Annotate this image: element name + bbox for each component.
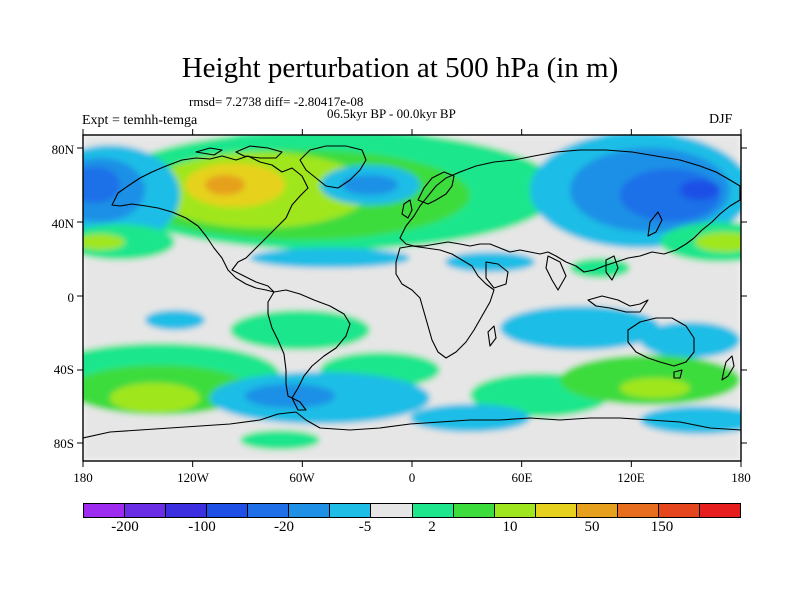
colorbar-swatch bbox=[207, 504, 249, 517]
colorbar-swatch bbox=[535, 504, 577, 517]
colorbar-label: -100 bbox=[188, 519, 216, 535]
colorbar-swatch bbox=[166, 504, 208, 517]
coastlines bbox=[83, 145, 741, 439]
contour-region bbox=[680, 180, 720, 200]
contour-region bbox=[83, 224, 175, 260]
colorbar-swatch bbox=[617, 504, 659, 517]
lon-tick-label: 180 bbox=[731, 470, 751, 485]
height-field bbox=[83, 135, 741, 461]
contour-region bbox=[83, 167, 120, 203]
lat-tick-label: 80N bbox=[51, 142, 74, 157]
colorbar-swatch bbox=[371, 504, 413, 517]
colorbar-swatch bbox=[84, 504, 126, 517]
colorbar-swatch bbox=[658, 504, 700, 517]
colorbar-label: 150 bbox=[650, 519, 674, 535]
contour-region bbox=[250, 248, 410, 268]
colorbar-swatch bbox=[330, 504, 372, 517]
contour-region bbox=[445, 252, 535, 272]
lat-tick-label: 0 bbox=[67, 290, 75, 305]
contour-region bbox=[245, 384, 335, 408]
experiment-label: Expt = temhh-temga bbox=[82, 113, 198, 128]
colorbar-label: 50 bbox=[584, 519, 600, 535]
lat-tick-label: 40N bbox=[51, 216, 74, 231]
colorbar bbox=[83, 503, 741, 518]
lon-tick-label: 0 bbox=[408, 470, 416, 485]
contour-region bbox=[500, 306, 660, 350]
contour-region bbox=[83, 234, 125, 250]
map-title: Height perturbation at 500 hPa (in m) bbox=[181, 52, 619, 84]
colorbar-label: 10 bbox=[502, 519, 518, 535]
season-label: DJF bbox=[709, 112, 733, 127]
colorbar-label: -20 bbox=[274, 519, 294, 535]
colorbar-swatch bbox=[412, 504, 454, 517]
contour-region bbox=[110, 383, 200, 413]
lon-tick-label: 60W bbox=[289, 470, 315, 485]
colorbar-label: -5 bbox=[358, 519, 372, 535]
contour-region bbox=[410, 404, 530, 432]
colorbar-swatch bbox=[289, 504, 331, 517]
contour-region bbox=[695, 232, 741, 252]
colorbar-swatch bbox=[494, 504, 536, 517]
lon-tick-label: 120W bbox=[177, 470, 209, 485]
contour-region bbox=[145, 310, 205, 330]
contour-region bbox=[230, 310, 370, 350]
contour-region bbox=[640, 406, 741, 434]
colorbar-swatch bbox=[576, 504, 618, 517]
contour-region bbox=[342, 175, 398, 195]
colorbar-swatch bbox=[125, 504, 167, 517]
lat-tick-label: 80S bbox=[53, 436, 74, 451]
lat-tick-label: 40S bbox=[53, 362, 74, 377]
contour-region bbox=[205, 175, 245, 195]
colorbar-label: -200 bbox=[111, 519, 139, 535]
colorbar-label: 2 bbox=[428, 519, 436, 535]
lon-tick-label: 120E bbox=[617, 470, 645, 485]
contour-region bbox=[240, 430, 320, 450]
colorbar-swatch bbox=[453, 504, 495, 517]
colorbar-swatch bbox=[699, 504, 740, 517]
period-label: 06.5kyr BP - 00.0kyr BP bbox=[327, 106, 456, 121]
colorbar-swatch bbox=[248, 504, 290, 517]
contour-region bbox=[640, 322, 740, 358]
contour-region bbox=[620, 378, 690, 398]
lon-tick-label: 60E bbox=[511, 470, 533, 485]
lon-tick-label: 180 bbox=[73, 470, 93, 485]
rmsd-stats: rmsd= 7.2738 diff= -2.80417e-08 bbox=[189, 94, 364, 109]
